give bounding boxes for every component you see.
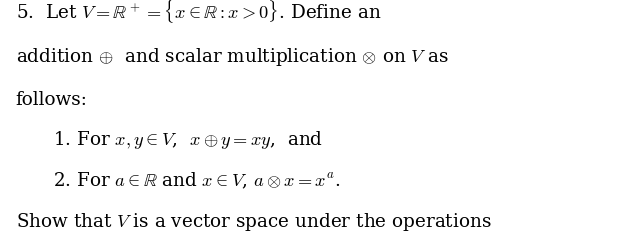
Text: follows:: follows: [16,90,88,109]
Text: addition $\oplus$  and scalar multiplication $\otimes$ on $V$ as: addition $\oplus$ and scalar multiplicat… [16,46,448,68]
Text: 2. For $a  \in \mathbb{R}$ and $x \in V$, $a \otimes x = x^a$.: 2. For $a \in \mathbb{R}$ and $x \in V$,… [53,171,340,191]
Text: 1. For $x, y \in V$,  $x \oplus y = xy$,  and: 1. For $x, y \in V$, $x \oplus y = xy$, … [53,129,323,151]
Text: 5.  Let $V = \mathbb{R}^+ = \{x \in \mathbb{R} : x > 0\}$. Define an: 5. Let $V = \mathbb{R}^+ = \{x \in \math… [16,0,381,24]
Text: Show that $V$ is a vector space under the operations: Show that $V$ is a vector space under th… [16,211,491,233]
